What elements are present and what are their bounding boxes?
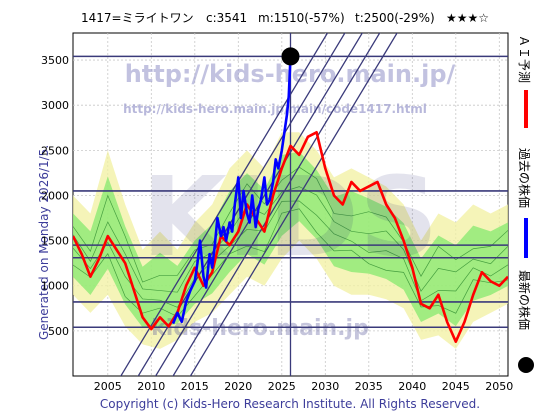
y-tick-label: 1000 (41, 280, 69, 293)
series-layer (73, 56, 508, 344)
generated-caption: Generated on Monday 2026/1/5. (37, 145, 51, 340)
y-tick-label: 2000 (41, 189, 69, 202)
header-rating: ★★★☆ (446, 11, 489, 25)
footer-copyright: Copyright (c) Kids-Hero Research Institu… (100, 397, 480, 411)
y-tick-label: 2500 (41, 144, 69, 157)
watermark-url-bottom: kids-hero.main.jp (151, 316, 369, 341)
y-tick-label: 3000 (41, 99, 69, 112)
trend-line (120, 33, 329, 376)
x-tick-label: 2020 (224, 380, 252, 393)
y-tick-label: 500 (48, 325, 69, 338)
legend-past-swatch (524, 218, 528, 258)
x-tick-label: 2045 (442, 380, 470, 393)
x-tick-label: 2015 (181, 380, 209, 393)
watermark-url-small: http://kids-hero.main.jp/main/code1417.h… (123, 102, 427, 116)
trend-lines (120, 33, 398, 376)
past-price-line (171, 56, 292, 325)
latest-price-marker (281, 47, 300, 66)
header-ticker: 1417=ミライトワン (81, 11, 194, 25)
legend-past-label: 過去の株価 (517, 148, 532, 208)
header-market: m:1510(-57%) (258, 11, 345, 25)
plot-layer: KIDS http://kids-hero.main.jp/ http://ki… (73, 33, 508, 376)
x-tick-label: 2035 (355, 380, 383, 393)
latest-layer (281, 47, 300, 66)
trend-line (189, 33, 398, 376)
x-tick-label: 2030 (311, 380, 339, 393)
legend: ＡＩ予測 過去の株価 最新の株価 (517, 35, 534, 373)
header-current: c:3541 (206, 11, 247, 25)
x-tick-label: 2040 (398, 380, 426, 393)
ai-forecast-line (73, 130, 508, 344)
trend-line (172, 33, 381, 376)
header-target: t:2500(-29%) (355, 11, 435, 25)
legend-latest-label: 最新の株価 (517, 270, 532, 330)
axis-ticks: 2005 2010 2015 2020 2025 2030 2035 2040 2045 2050… (41, 54, 513, 393)
trend-line (154, 33, 364, 376)
legend-ai-swatch (524, 90, 528, 128)
legend-latest-marker (518, 357, 534, 373)
y-tick-label: 3500 (41, 54, 69, 67)
legend-ai-label: ＡＩ予測 (517, 35, 531, 83)
x-tick-label: 2010 (137, 380, 165, 393)
y-tick-label: 1500 (41, 235, 69, 248)
trend-line (137, 33, 346, 376)
x-tick-label: 2025 (268, 380, 296, 393)
x-tick-label: 2005 (94, 380, 122, 393)
x-tick-label: 2050 (485, 380, 513, 393)
